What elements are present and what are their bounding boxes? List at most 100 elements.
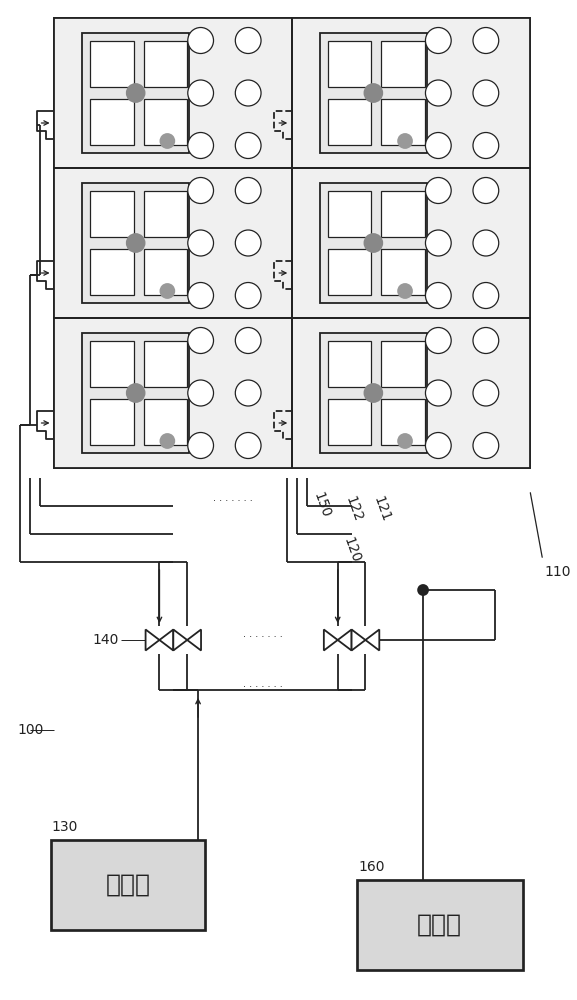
Bar (320, 333, 427, 453)
Text: 120: 120 (340, 535, 363, 565)
Bar (54, 168, 292, 318)
Bar (357, 880, 523, 970)
Circle shape (473, 178, 499, 204)
Circle shape (235, 380, 261, 406)
Polygon shape (351, 630, 365, 650)
Circle shape (425, 132, 451, 158)
Bar (144, 191, 187, 237)
Text: . . . . . . .: . . . . . . . (242, 629, 282, 639)
Bar (381, 341, 425, 387)
Circle shape (160, 434, 174, 448)
Bar (320, 183, 427, 303)
Bar (328, 341, 372, 387)
Circle shape (188, 132, 213, 158)
Circle shape (235, 178, 261, 204)
Circle shape (160, 134, 174, 148)
Circle shape (425, 282, 451, 308)
Polygon shape (187, 630, 201, 650)
Bar (144, 99, 187, 145)
Circle shape (188, 27, 213, 53)
Bar (51, 840, 205, 930)
Circle shape (398, 134, 412, 148)
Circle shape (473, 132, 499, 158)
Text: 160: 160 (358, 860, 385, 874)
Circle shape (365, 84, 383, 102)
Bar (82, 333, 189, 453)
Bar (90, 99, 134, 145)
Bar (144, 399, 187, 445)
Text: . . . . . . .: . . . . . . . (213, 493, 253, 503)
Circle shape (235, 80, 261, 106)
Circle shape (235, 132, 261, 158)
Bar (54, 18, 530, 468)
Circle shape (425, 328, 451, 354)
Circle shape (473, 380, 499, 406)
Bar (90, 399, 134, 445)
Circle shape (425, 380, 451, 406)
Text: 控制器: 控制器 (417, 913, 462, 937)
Circle shape (188, 230, 213, 256)
Circle shape (160, 284, 174, 298)
Polygon shape (324, 630, 338, 650)
Text: 压缩机: 压缩机 (106, 873, 151, 897)
Circle shape (127, 234, 145, 252)
Bar (320, 33, 427, 153)
Bar (381, 399, 425, 445)
Bar (54, 18, 292, 168)
Bar (328, 41, 372, 87)
Bar (381, 41, 425, 87)
Bar (144, 41, 187, 87)
Bar (292, 18, 530, 168)
Text: 110: 110 (545, 565, 571, 579)
Text: 122: 122 (343, 494, 365, 524)
Circle shape (365, 384, 383, 402)
Circle shape (398, 434, 412, 448)
Text: 121: 121 (370, 494, 392, 524)
Circle shape (235, 282, 261, 308)
Circle shape (418, 585, 428, 595)
Circle shape (188, 380, 213, 406)
Bar (90, 191, 134, 237)
Circle shape (425, 27, 451, 53)
Circle shape (365, 234, 383, 252)
Polygon shape (338, 630, 351, 650)
Text: 130: 130 (51, 820, 78, 834)
Bar (292, 318, 530, 468)
Bar (90, 41, 134, 87)
Circle shape (473, 328, 499, 354)
Bar (144, 249, 187, 295)
Circle shape (398, 284, 412, 298)
Circle shape (425, 80, 451, 106)
Bar (54, 318, 292, 468)
Circle shape (235, 230, 261, 256)
Text: 150: 150 (311, 490, 333, 520)
Circle shape (473, 432, 499, 458)
Bar (328, 99, 372, 145)
Bar (328, 399, 372, 445)
Circle shape (235, 432, 261, 458)
Polygon shape (365, 630, 379, 650)
Circle shape (188, 178, 213, 204)
Circle shape (188, 432, 213, 458)
Circle shape (473, 27, 499, 53)
Bar (381, 99, 425, 145)
Text: 100: 100 (18, 723, 44, 737)
Bar (82, 183, 189, 303)
Bar (90, 341, 134, 387)
Bar (381, 249, 425, 295)
Bar (328, 249, 372, 295)
Text: 140: 140 (92, 633, 119, 647)
Polygon shape (145, 630, 159, 650)
Circle shape (425, 230, 451, 256)
Bar (381, 191, 425, 237)
Circle shape (473, 282, 499, 308)
Text: . . . . . . .: . . . . . . . (242, 679, 282, 689)
Circle shape (425, 178, 451, 204)
Bar (144, 341, 187, 387)
Circle shape (425, 432, 451, 458)
Bar (90, 249, 134, 295)
Bar (82, 33, 189, 153)
Circle shape (188, 328, 213, 354)
Circle shape (127, 384, 145, 402)
Bar (292, 168, 530, 318)
